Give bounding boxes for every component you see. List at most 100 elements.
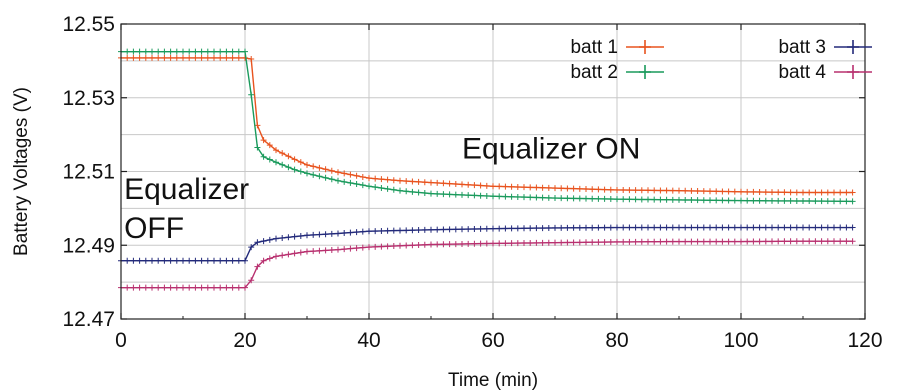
series-marker [824,189,831,196]
series-marker [496,225,503,232]
series-marker [142,54,149,61]
series-marker [738,224,744,231]
series-marker [502,183,509,190]
series-marker [465,192,472,199]
series-marker [496,183,503,190]
series-marker [657,196,664,203]
series-marker [564,224,571,231]
series-marker [198,48,205,55]
series-marker [297,249,304,256]
series-marker [738,188,744,195]
series-marker [341,230,348,237]
series-marker [149,257,155,264]
series-marker [756,189,763,196]
series-marker [607,186,614,193]
series-marker [459,181,465,188]
series-marker [161,48,168,55]
series-marker [254,239,261,246]
series-marker [328,167,335,174]
annotation-label: Equalizer [124,173,249,206]
series-marker [713,224,720,231]
legend-marker [847,40,859,54]
series-marker [781,224,788,231]
x-tick-label: 40 [357,329,380,352]
series-marker [570,195,577,202]
series-marker [688,238,695,245]
series-marker [824,224,831,231]
series-marker [254,263,261,270]
series-marker [843,224,850,231]
series-marker [781,197,788,204]
series-marker [347,245,354,252]
series-marker [787,238,794,245]
series-marker [601,186,608,193]
series-marker [595,195,602,202]
series-marker [769,189,775,196]
x-tick-label: 80 [605,329,628,352]
annotation-layer: Equalizer ON Equalizer OFF [124,133,640,245]
series-marker [285,153,292,160]
series-marker [669,187,676,194]
series-marker [483,225,490,232]
series-marker [824,238,831,245]
series-marker [217,48,224,55]
series-marker [576,185,583,192]
series-marker [390,227,397,234]
series-marker [409,178,416,185]
series-marker [558,195,565,202]
series-marker [514,183,521,190]
series-marker [459,226,465,233]
series-marker [235,284,242,291]
series-marker [297,168,304,175]
series-marker [781,238,788,245]
series-marker [545,224,552,231]
series-marker [421,179,428,186]
series-marker [266,255,273,262]
series-marker [676,196,682,203]
tick-layer: 0 20 40 60 80 100 120 12.47 12.49 12.51 12.53 12.55 [62,13,882,352]
series-4 [118,238,856,291]
series-marker [688,197,695,204]
series-marker [347,171,354,178]
series-marker [601,224,608,231]
series-marker [490,225,496,232]
series-marker [837,189,844,196]
series-marker [304,248,310,255]
series-marker [521,184,527,191]
series-marker [614,186,620,193]
series-marker [663,187,670,194]
series-marker [731,197,738,204]
series-marker [570,185,577,192]
series-marker [279,161,286,168]
series-marker [297,159,304,166]
series-marker [415,189,422,196]
series-marker [471,240,478,247]
x-tick-label: 100 [723,329,758,352]
series-marker [775,189,782,196]
series-marker [614,196,620,203]
series-marker [558,239,565,246]
series-marker [403,188,410,195]
series-marker [626,238,633,245]
series-marker [564,195,571,202]
series-marker [279,150,286,157]
series-marker [570,239,577,246]
series-marker [477,240,484,247]
series-marker [322,174,329,181]
series-marker [595,224,602,231]
series-marker [155,48,162,55]
series-marker [620,187,627,194]
series-marker [645,196,651,203]
series-marker [359,182,366,189]
series-marker [248,56,255,63]
series-marker [700,224,707,231]
series-marker [310,231,317,238]
series-marker [843,189,850,196]
series-marker [409,188,416,195]
series-marker [192,284,199,291]
series-marker [657,224,664,231]
series-marker [831,238,837,245]
series-marker [378,227,385,234]
series-marker [477,225,484,232]
series-marker [248,244,255,251]
